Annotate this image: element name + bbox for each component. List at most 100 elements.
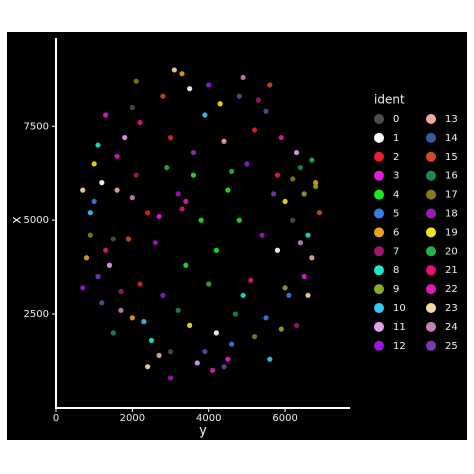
legend-swatch [426, 340, 436, 351]
point [118, 288, 124, 295]
legend-swatch [426, 132, 436, 143]
legend-label: 8 [393, 265, 399, 276]
y-tick-label: 5000 [24, 215, 49, 226]
point [141, 319, 147, 325]
point [160, 93, 166, 99]
point [255, 97, 261, 103]
legend-swatch [426, 284, 436, 295]
legend-label: 0 [393, 114, 399, 125]
point [267, 356, 273, 362]
legend-label: 9 [393, 284, 399, 295]
x-tick-label: 2000 [120, 413, 145, 424]
point [198, 217, 204, 223]
legend-label: 25 [445, 341, 458, 352]
point [190, 172, 197, 178]
point [301, 273, 307, 280]
x-axis-title: y [199, 424, 207, 439]
legend-label: 6 [393, 227, 399, 238]
point [229, 168, 235, 174]
x-tick-label: 6000 [272, 413, 297, 424]
point [213, 247, 219, 253]
point [129, 104, 135, 111]
legend-label: 24 [445, 322, 458, 333]
legend-swatch [426, 208, 436, 219]
point [187, 322, 193, 328]
point [293, 322, 300, 328]
point [240, 292, 246, 298]
legend-swatch [374, 340, 384, 351]
legend-label: 20 [445, 246, 458, 257]
legend-label: 4 [393, 190, 399, 201]
point [187, 86, 193, 92]
legend-swatch [426, 321, 436, 332]
point [175, 307, 181, 313]
legend-label: 1 [393, 133, 399, 144]
point [122, 134, 128, 141]
point [167, 134, 174, 141]
legend-label: 18 [445, 209, 458, 220]
point [232, 311, 239, 317]
point [190, 149, 197, 156]
panel [7, 32, 467, 440]
point [206, 281, 212, 287]
legend-swatch [426, 265, 436, 276]
point [309, 157, 315, 163]
point [259, 232, 265, 238]
point [286, 292, 292, 298]
point [221, 138, 227, 144]
y-tick-label: 7500 [24, 121, 49, 132]
point [293, 149, 300, 156]
point [305, 292, 311, 298]
point [251, 334, 258, 340]
point [99, 180, 105, 186]
legend-label: 21 [445, 265, 458, 276]
point [202, 349, 208, 355]
point [248, 277, 254, 283]
legend-swatch [374, 170, 384, 181]
point [313, 180, 319, 186]
legend-swatch [374, 246, 384, 257]
point [175, 191, 181, 197]
point [244, 161, 250, 167]
point [125, 236, 132, 242]
point [95, 142, 101, 148]
point [251, 127, 258, 133]
legend-label: 12 [393, 341, 406, 352]
legend-swatch [426, 189, 436, 200]
point [240, 74, 246, 81]
x-tick-label: 0 [53, 413, 59, 424]
legend-label: 11 [393, 322, 406, 333]
point [137, 119, 143, 126]
legend-swatch [426, 303, 436, 313]
point [91, 161, 97, 167]
legend-swatch [426, 246, 436, 257]
point [152, 240, 158, 246]
legend-label: 23 [445, 303, 458, 314]
point [95, 273, 101, 280]
point [129, 315, 135, 321]
legend-swatch [374, 114, 384, 124]
legend-title: ident [374, 93, 405, 107]
point [129, 195, 135, 201]
y-tick-label: 2500 [24, 309, 49, 320]
point [313, 183, 319, 189]
legend-swatch [374, 284, 384, 295]
point [148, 337, 155, 343]
point [110, 330, 116, 336]
point [194, 360, 200, 366]
legend-swatch [374, 321, 384, 332]
point [137, 281, 143, 287]
point [106, 262, 113, 268]
point [282, 198, 288, 205]
legend-label: 15 [445, 152, 458, 163]
point [156, 213, 162, 220]
legend-swatch [374, 303, 384, 313]
legend-swatch [426, 151, 436, 162]
point [80, 187, 86, 193]
point [225, 187, 231, 193]
legend-label: 7 [393, 246, 399, 257]
legend-swatch [374, 189, 384, 200]
point [202, 112, 208, 118]
point [278, 326, 284, 332]
